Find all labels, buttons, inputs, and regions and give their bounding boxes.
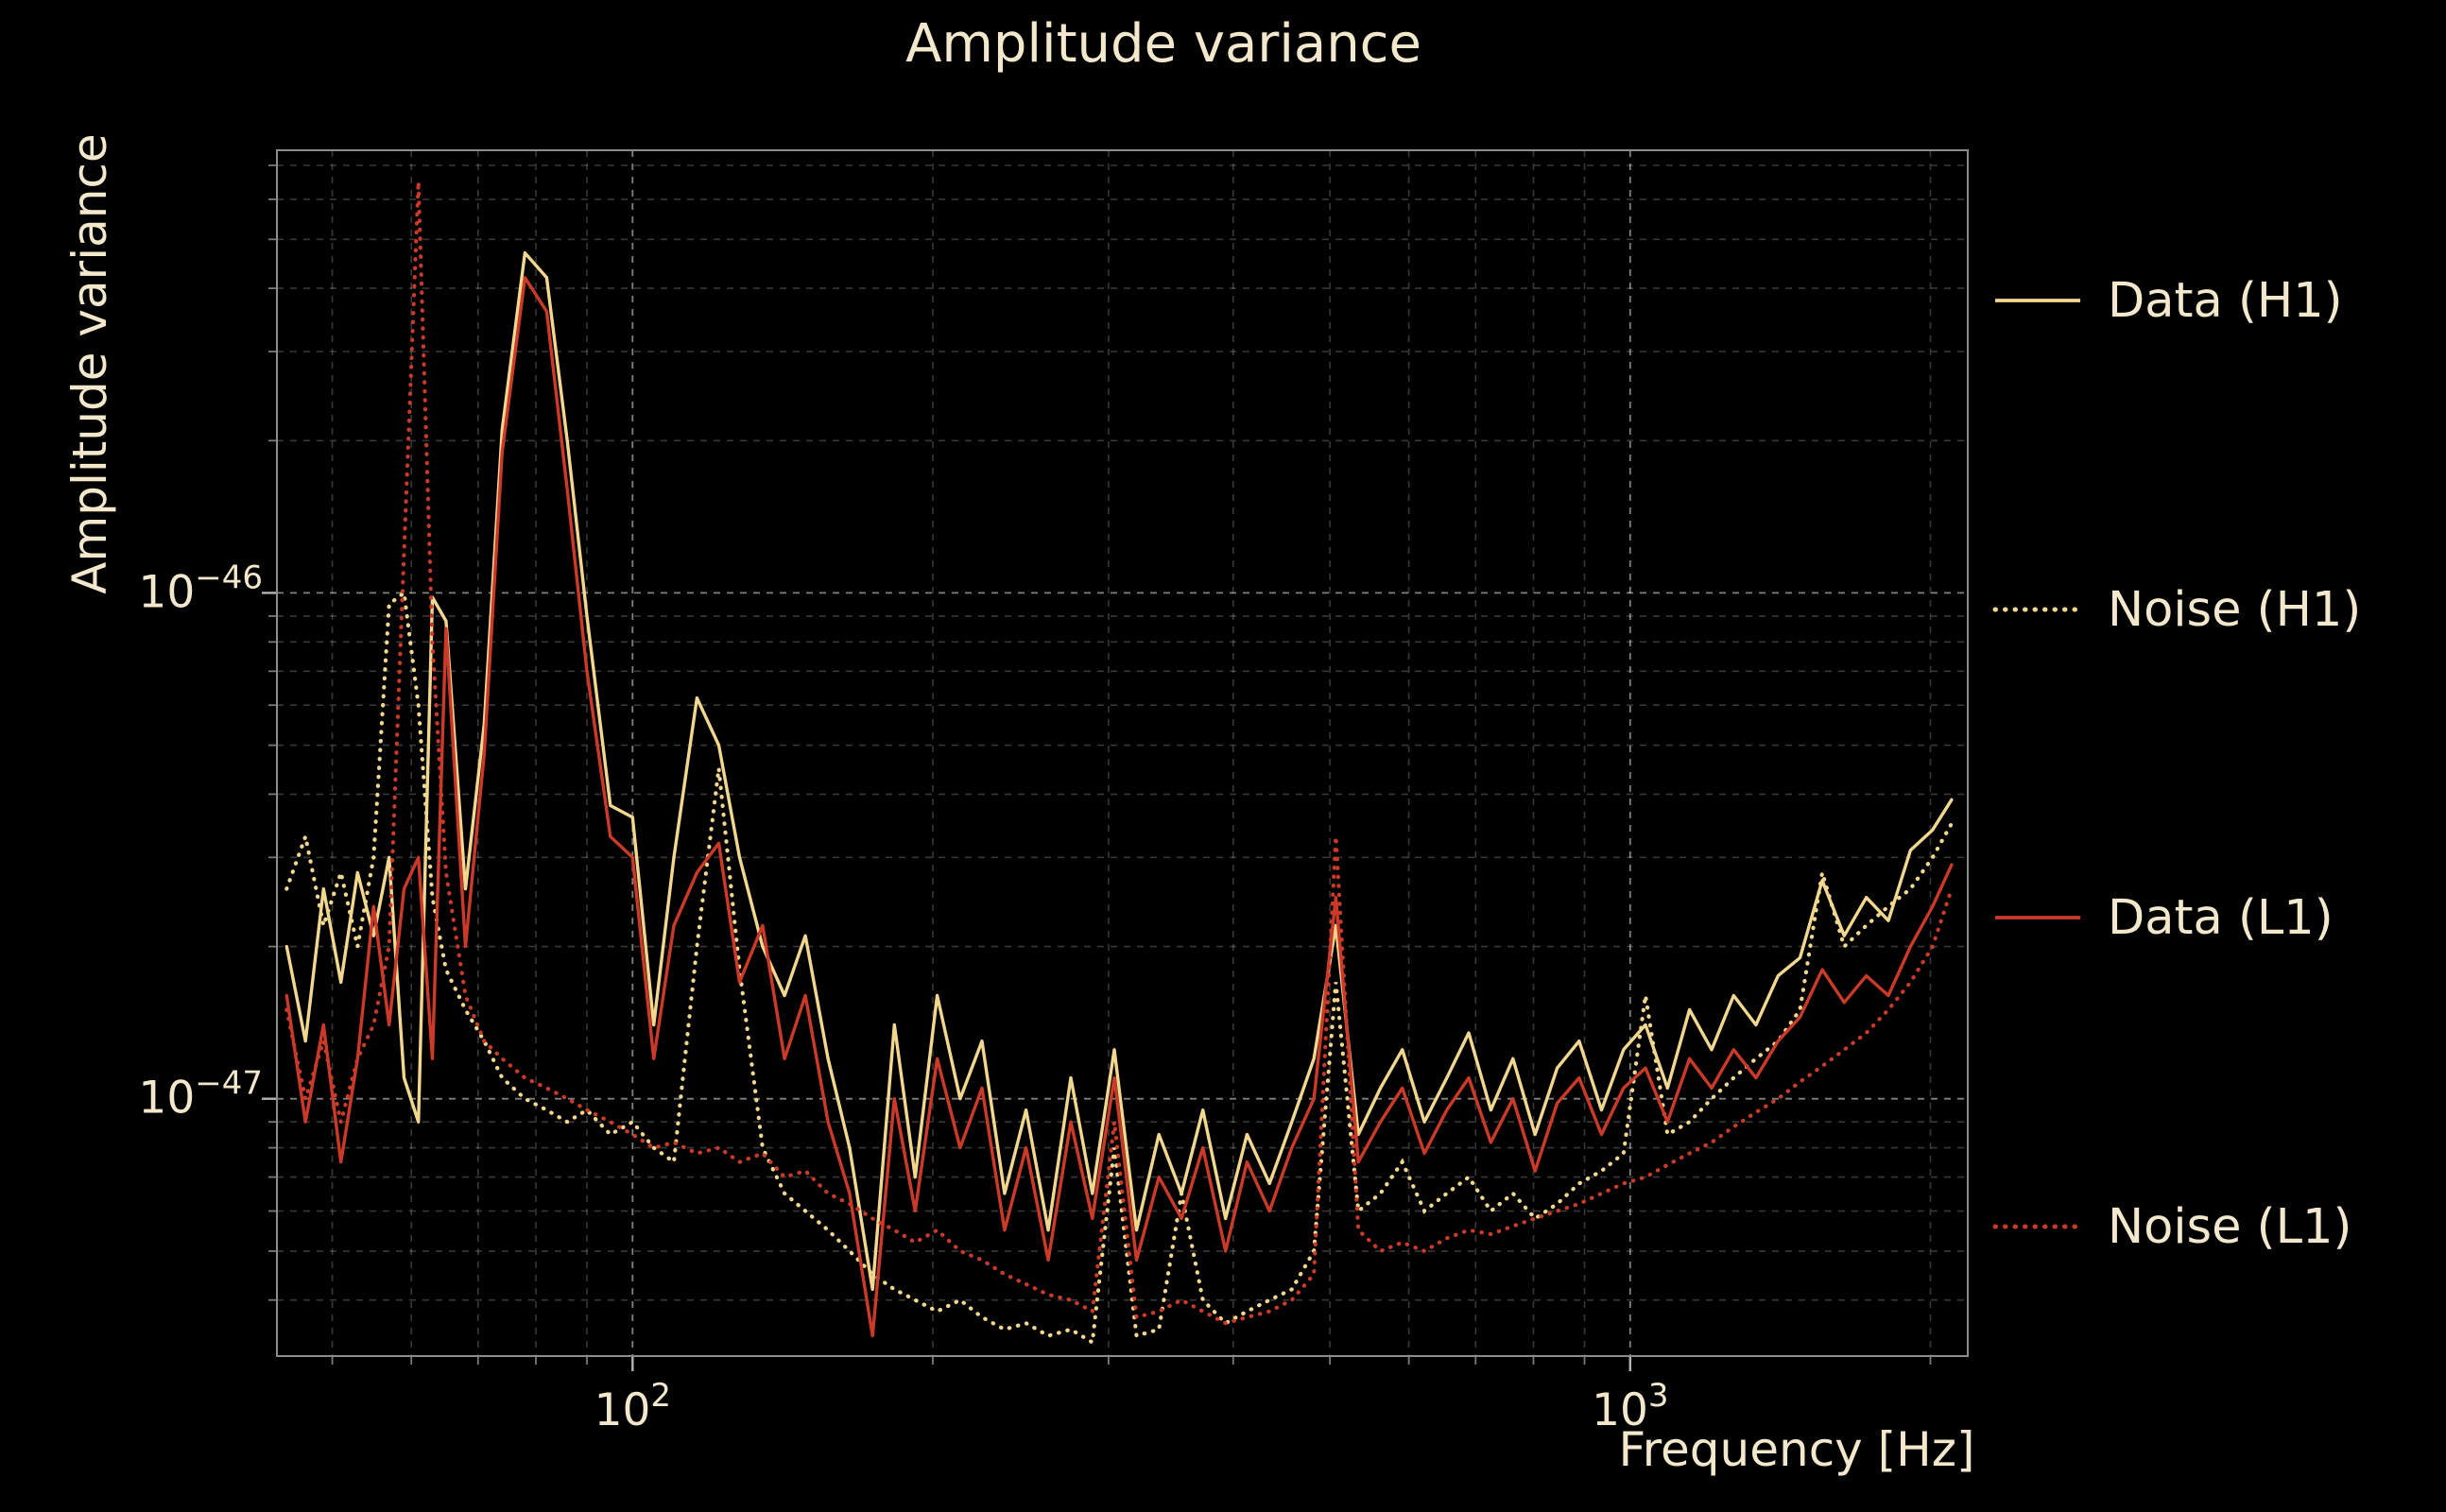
y-tick-label: 10−47 — [138, 1065, 263, 1125]
series-data-h1 — [284, 250, 1954, 1292]
x-axis-label: Frequency [Hz] — [1618, 1422, 1975, 1477]
series-data-l1 — [284, 276, 1954, 1338]
series-noise-l1 — [284, 181, 1954, 1326]
chart-title: Amplitude variance — [905, 13, 1421, 75]
legend-label: Data (H1) — [2108, 272, 2343, 329]
legend: Data (H1) Noise (H1) Data (L1) Noise (L1) — [1992, 0, 2444, 1512]
legend-line-sample — [1992, 607, 2083, 612]
legend-label: Noise (L1) — [2108, 1198, 2352, 1255]
legend-item-data-l1: Data (L1) — [1992, 885, 2334, 951]
legend-item-data-h1: Data (H1) — [1992, 267, 2343, 334]
y-tick-label: 10−46 — [138, 558, 263, 618]
legend-item-noise-l1: Noise (L1) — [1992, 1194, 2351, 1260]
x-tick-label: 102 — [594, 1377, 671, 1436]
legend-item-noise-h1: Noise (H1) — [1992, 576, 2361, 643]
legend-label: Noise (H1) — [2108, 581, 2362, 638]
plot-spine — [276, 149, 1969, 1357]
legend-line-sample — [1992, 1224, 2083, 1229]
legend-label: Data (L1) — [2108, 889, 2334, 946]
legend-line-sample — [1995, 299, 2080, 302]
legend-line-sample — [1995, 916, 2080, 919]
series-noise-h1 — [284, 589, 1954, 1346]
